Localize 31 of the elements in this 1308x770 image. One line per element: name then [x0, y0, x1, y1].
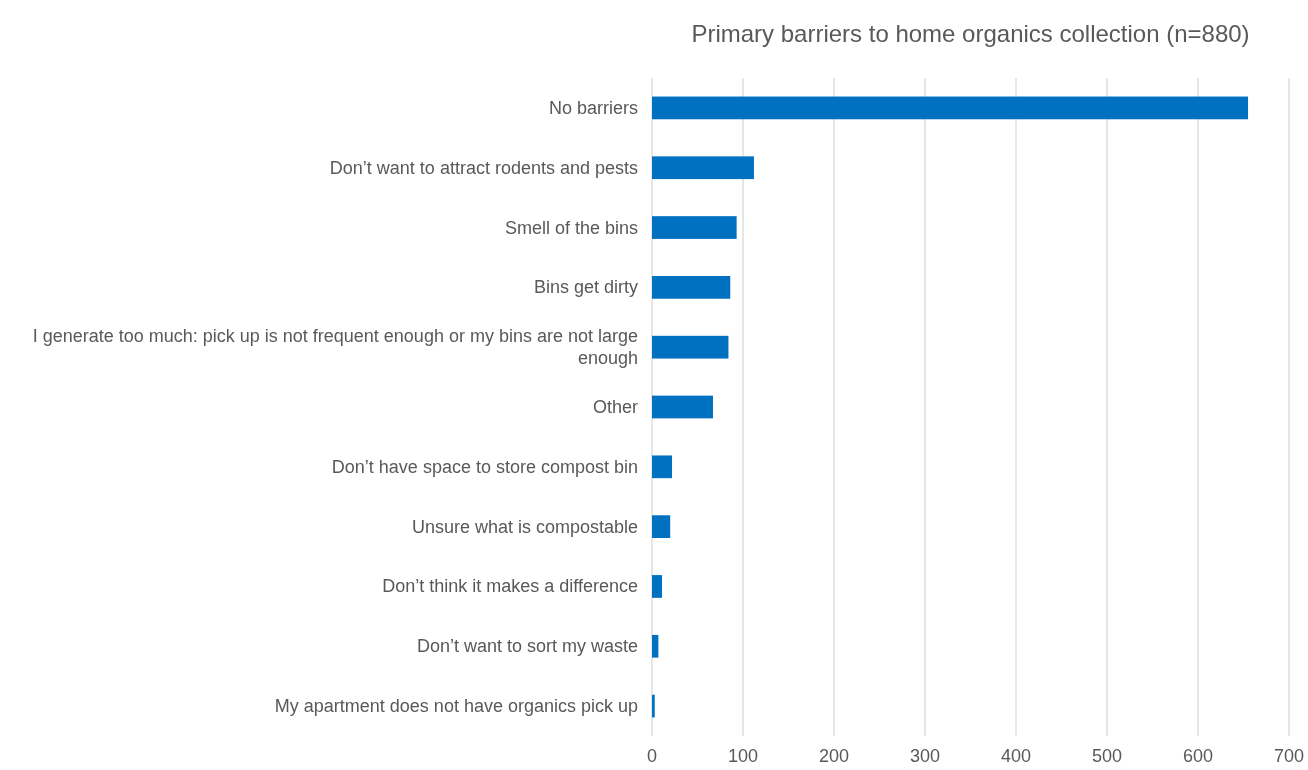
- bar: [652, 634, 659, 658]
- y-tick-label: No barriers: [548, 97, 638, 118]
- x-tick-label: 300: [909, 746, 941, 766]
- y-tick-label: My apartment does not have organics pick up: [274, 696, 638, 717]
- bar: [652, 96, 1249, 120]
- x-tick-label: 400: [1000, 746, 1032, 766]
- bar: [652, 395, 713, 419]
- bar: [652, 276, 731, 299]
- y-tick-label: Unsure what is compostable: [411, 516, 638, 537]
- bar: [652, 335, 729, 359]
- bar: [652, 515, 671, 538]
- x-tick-label: 700: [1273, 746, 1305, 766]
- x-tick-label: 200: [818, 746, 850, 766]
- bar: [652, 694, 655, 718]
- bar: [652, 455, 673, 479]
- bar: [652, 216, 737, 239]
- y-tick-label: Other: [592, 397, 638, 417]
- y-tick-label: Don’t want to sort my waste: [416, 636, 638, 657]
- bar: [652, 156, 754, 180]
- y-tick-label: Don’t want to attract rodents and pests: [329, 157, 638, 178]
- y-tick-label: Bins get dirty: [533, 277, 638, 298]
- y-tick-label: I generate too much: pick up is not frequent enough or my bins are not large enough: [32, 326, 638, 369]
- x-tick-label: 600: [1182, 746, 1214, 766]
- x-tick-label: 100: [727, 746, 759, 766]
- y-tick-label: Don’t think it makes a difference: [382, 576, 638, 597]
- chart-title: Primary barriers to home organics collection (n=880): [691, 20, 1250, 47]
- x-tick-label: 0: [646, 746, 658, 766]
- y-tick-label: Don’t have space to store compost bin: [331, 456, 638, 477]
- x-tick-label: 500: [1091, 746, 1123, 766]
- bar: [652, 575, 663, 598]
- y-tick-label: Smell of the bins: [504, 217, 638, 238]
